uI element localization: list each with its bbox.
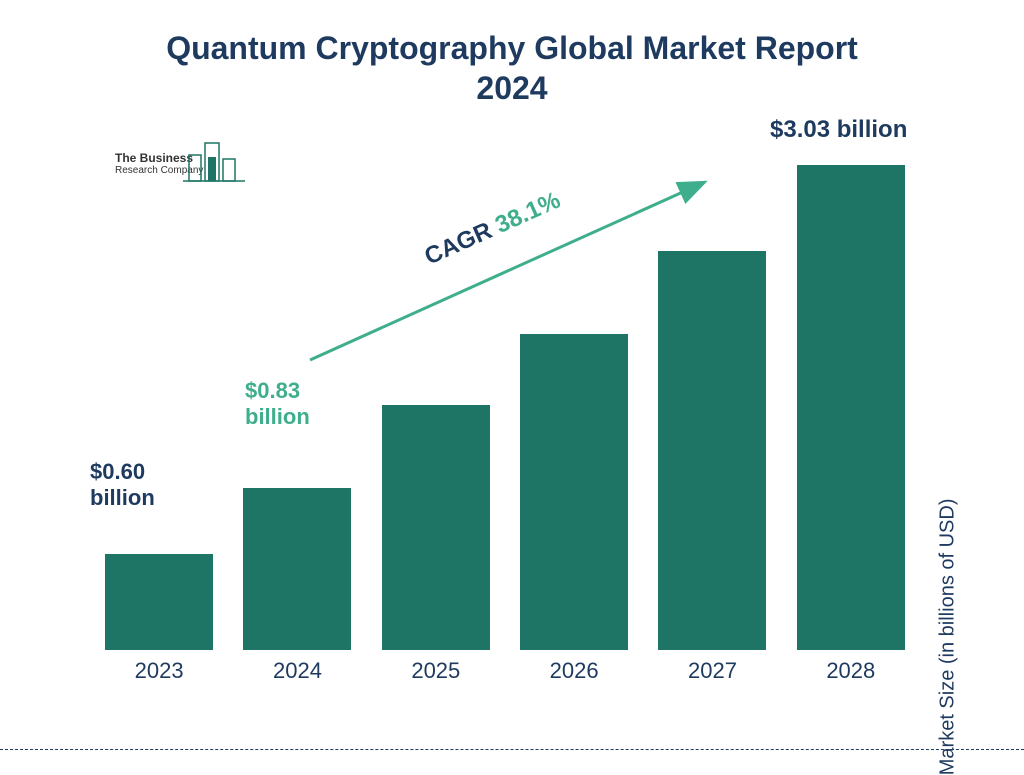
x-tick-label: 2024 xyxy=(228,658,366,684)
bar xyxy=(105,554,213,650)
bar-wrap: 2024 xyxy=(228,488,366,650)
x-tick-label: 2023 xyxy=(90,658,228,684)
chart-title: Quantum Cryptography Global Market Repor… xyxy=(0,28,1024,108)
title-line-2: 2024 xyxy=(476,70,547,106)
x-tick-label: 2025 xyxy=(367,658,505,684)
bar-wrap: 2025 xyxy=(367,405,505,650)
x-tick-label: 2027 xyxy=(643,658,781,684)
y-axis-label: Market Size (in billions of USD) xyxy=(937,499,960,775)
x-tick-label: 2026 xyxy=(505,658,643,684)
bar xyxy=(520,334,628,650)
value-label-2028: $3.03 billion xyxy=(770,116,907,145)
bar xyxy=(243,488,351,650)
bar-wrap: 2023 xyxy=(90,554,228,650)
cagr-arrow-icon xyxy=(300,170,720,370)
bar xyxy=(797,165,905,650)
bar-wrap: 2026 xyxy=(505,334,643,650)
bar xyxy=(382,405,490,650)
value-label-2024: $0.83 billion xyxy=(245,378,345,431)
bottom-dashed-line xyxy=(0,749,1024,750)
title-line-1: Quantum Cryptography Global Market Repor… xyxy=(166,30,858,66)
bar-wrap: 2028 xyxy=(782,165,920,650)
x-tick-label: 2028 xyxy=(782,658,920,684)
value-label-2023: $0.60 billion xyxy=(90,459,190,512)
